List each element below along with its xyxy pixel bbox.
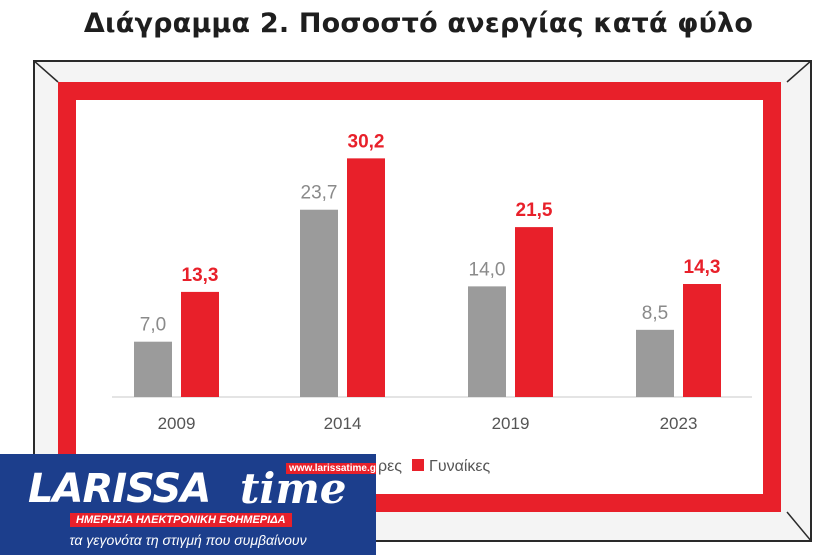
bar-women-2023	[683, 284, 721, 397]
bar-men-2023	[636, 329, 674, 397]
legend-swatch-women	[412, 459, 424, 471]
data-label-men-2019: 14,0	[469, 259, 506, 280]
logo-name: LARISSA	[28, 466, 211, 512]
data-label-women-2019: 21,5	[516, 200, 553, 221]
logo-subtitle: ΗΜΕΡΗΣΙΑ ΗΛΕΚΤΡΟΝΙΚΗ ΕΦΗΜΕΡΙΔΑ	[70, 513, 292, 527]
x-tick-2009: 2009	[158, 414, 196, 433]
data-label-women-2009: 13,3	[182, 265, 219, 286]
legend-label-women: Γυναίκες	[429, 458, 491, 475]
bar-women-2014	[347, 158, 385, 397]
data-label-women-2014: 30,2	[348, 131, 385, 152]
data-label-men-2014: 23,7	[301, 183, 338, 204]
bar-men-2014	[300, 209, 338, 397]
x-tick-2019: 2019	[492, 414, 530, 433]
logo-url: www.larissatime.gr	[286, 463, 376, 474]
x-tick-2023: 2023	[660, 414, 698, 433]
larissatime-logo: LARISSA time www.larissatime.gr ΗΜΕΡΗΣΙΑ…	[0, 454, 376, 555]
legend-label-men: ρες	[378, 458, 402, 475]
data-label-women-2023: 14,3	[684, 257, 721, 278]
chart-title: Διάγραμμα 2. Ποσοστό ανεργίας κατά φύλο	[83, 8, 754, 39]
data-label-men-2009: 7,0	[140, 315, 166, 336]
bar-men-2009	[134, 341, 172, 397]
chart-border	[58, 82, 781, 512]
data-label-men-2023: 8,5	[642, 303, 668, 324]
bar-men-2019	[468, 286, 506, 397]
logo-slogan: τα γεγονότα τη στιγμή που συμβαίνουν	[69, 532, 307, 548]
bar-women-2009	[181, 291, 219, 397]
bar-women-2019	[515, 227, 553, 397]
x-tick-2014: 2014	[324, 414, 362, 433]
